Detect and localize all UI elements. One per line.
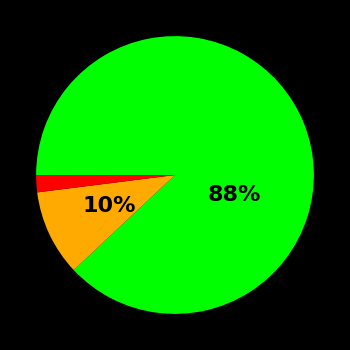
Text: 10%: 10% <box>83 196 136 216</box>
Wedge shape <box>37 175 175 270</box>
Wedge shape <box>36 175 175 192</box>
Wedge shape <box>36 36 314 314</box>
Text: 88%: 88% <box>208 185 261 205</box>
